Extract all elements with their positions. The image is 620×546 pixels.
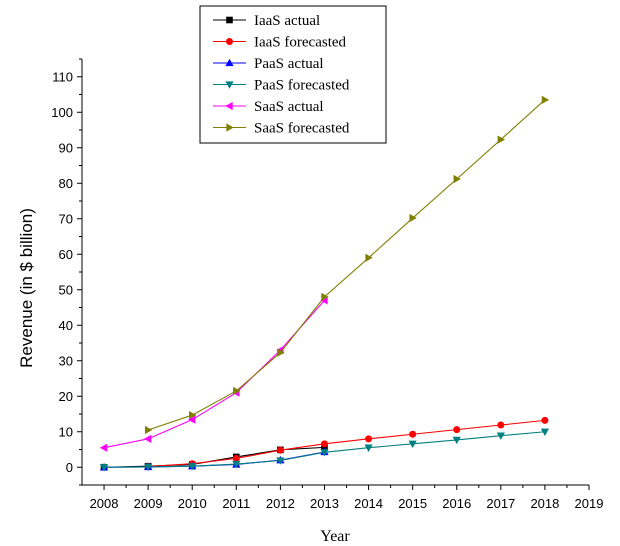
- y-tick-label: 40: [59, 318, 73, 333]
- legend-label: SaaS forecasted: [254, 121, 350, 137]
- data-point: [497, 135, 506, 144]
- legend: IaaS actual IaaS forecasted PaaS actual Paa…: [199, 5, 387, 144]
- data-point: [276, 457, 285, 465]
- axes: 0 10 20 30 40 50 60 70 80 90 100 110 2008 2009 2010 201…: [51, 58, 604, 511]
- data-point: [144, 425, 153, 435]
- data-point: [233, 386, 241, 396]
- data-point: [276, 446, 284, 454]
- data-point: [321, 292, 329, 301]
- legend-swatch-marker: [226, 16, 233, 24]
- data-point: [320, 440, 328, 448]
- data-point: [189, 410, 197, 420]
- legend-label: PaaS forecasted: [254, 78, 350, 94]
- x-tick-label: 2016: [442, 496, 471, 511]
- series-paas-forecasted: [99, 428, 550, 472]
- x-tick-label: 2011: [222, 496, 250, 511]
- data-point: [409, 430, 417, 438]
- data-point: [540, 428, 550, 436]
- x-tick-label: 2017: [486, 496, 515, 511]
- x-axis-label: Year: [320, 528, 350, 545]
- legend-item: SaaS forecasted: [213, 121, 350, 137]
- data-point: [364, 444, 373, 452]
- data-point: [144, 463, 153, 472]
- data-point: [496, 432, 505, 440]
- data-point: [99, 443, 108, 452]
- legend-swatch-marker: [226, 123, 234, 132]
- legend-item: IaaS actual: [213, 13, 320, 29]
- x-tick-label: 2009: [134, 496, 163, 511]
- data-point: [541, 416, 549, 424]
- y-tick-label: 20: [59, 389, 73, 404]
- y-tick-label: 80: [59, 176, 73, 191]
- x-tick-label: 2010: [178, 496, 207, 511]
- data-point: [365, 435, 373, 443]
- data-point: [365, 253, 373, 262]
- data-point: [99, 464, 109, 472]
- series-iaas-forecasted: [144, 416, 549, 471]
- legend-label: SaaS actual: [254, 99, 324, 115]
- y-tick-label: 10: [59, 424, 73, 439]
- data-point: [541, 95, 550, 104]
- y-tick-label: 50: [59, 282, 73, 297]
- series-line: [148, 419, 545, 468]
- series-saas-actual: [99, 296, 328, 452]
- data-point: [453, 426, 461, 434]
- data-point: [188, 463, 197, 471]
- series-line: [103, 300, 325, 449]
- y-tick-label: 60: [59, 247, 73, 262]
- legend-item: PaaS forecasted: [213, 78, 350, 94]
- legend-item: PaaS actual: [213, 56, 324, 72]
- legend-item: SaaS actual: [213, 99, 324, 115]
- x-tick-label: 2008: [90, 496, 119, 511]
- data-point: [277, 348, 285, 357]
- x-tick-label: 2013: [310, 496, 339, 511]
- y-axis-label: Revenue (in $ billion): [17, 208, 36, 368]
- legend-item: IaaS forecasted: [213, 35, 347, 51]
- series-line: [104, 446, 325, 468]
- data-point: [409, 213, 417, 223]
- y-tick-label: 0: [66, 460, 73, 475]
- x-tick-label: 2019: [575, 496, 604, 511]
- data-point: [320, 449, 329, 457]
- data-point: [408, 440, 417, 449]
- legend-swatch-marker: [225, 81, 234, 89]
- legend-box: [199, 5, 387, 144]
- series-saas-forecasted: [144, 95, 550, 435]
- y-tick-label: 100: [51, 105, 73, 120]
- data-point: [232, 460, 241, 469]
- x-tick-label: 2015: [398, 496, 427, 511]
- data-point: [452, 436, 461, 445]
- series-layer: [99, 95, 550, 472]
- data-point: [187, 415, 196, 424]
- x-tick-label: 2014: [354, 496, 383, 511]
- y-tick-label: 70: [59, 211, 73, 226]
- data-point: [497, 421, 505, 429]
- data-point: [453, 174, 461, 184]
- x-tick-label: 2012: [266, 496, 295, 511]
- y-tick-label: 110: [52, 69, 73, 84]
- legend-label: IaaS forecasted: [254, 35, 347, 51]
- legend-label: PaaS actual: [254, 56, 324, 72]
- legend-swatch-marker: [225, 58, 234, 67]
- y-tick-label: 90: [59, 140, 73, 155]
- legend-label: IaaS actual: [254, 13, 320, 29]
- data-point: [143, 434, 152, 443]
- x-tick-label: 2018: [530, 496, 559, 511]
- legend-swatch-marker: [225, 101, 233, 111]
- y-tick-label: 30: [59, 353, 73, 368]
- series-line: [147, 99, 546, 431]
- legend-swatch-marker: [226, 37, 234, 45]
